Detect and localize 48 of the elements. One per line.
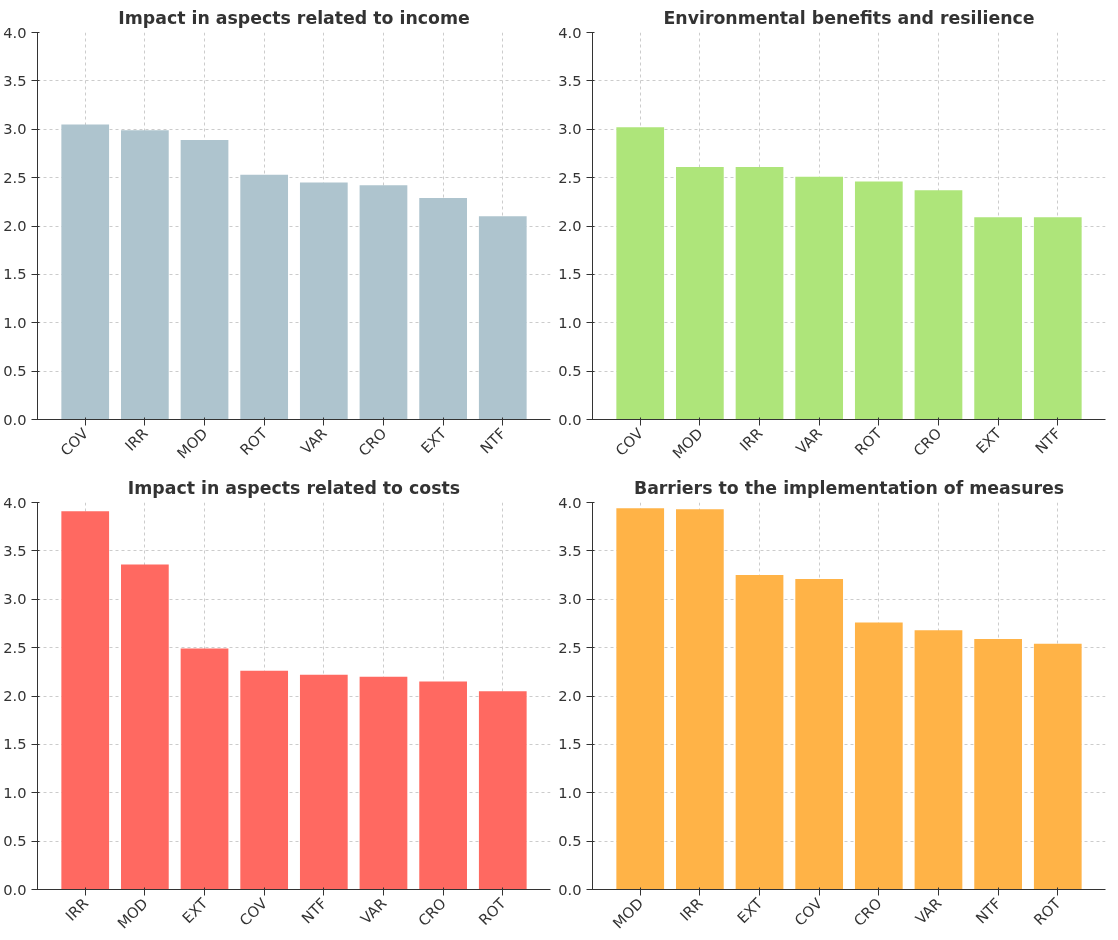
y-tick-label: 3.0 (3, 590, 27, 608)
y-tick-label: 1.5 (3, 265, 27, 283)
x-tick-label: IRR (676, 894, 706, 924)
y-tick-label: 3.5 (3, 541, 27, 559)
y-tick-label: 2.5 (558, 638, 582, 656)
y-tick-label: 4.0 (558, 493, 582, 511)
y-tick-label: 0.5 (3, 362, 27, 380)
y-tick-label: 2.0 (3, 217, 27, 234)
y-tick-label: 2.5 (3, 168, 27, 186)
chart-title: Impact in aspects related to income (118, 7, 470, 28)
y-tick-label: 1.5 (558, 265, 582, 283)
y-tick-label: 1.5 (558, 735, 582, 753)
y-tick-label: 1.0 (3, 313, 27, 331)
y-tick-label: 2.5 (3, 638, 27, 656)
chart-title: Environmental benefits and resilience (663, 7, 1035, 28)
y-tick-label: 1.0 (3, 783, 27, 801)
y-tick-label: 0.5 (558, 362, 582, 380)
y-tick-label: 0.0 (558, 880, 582, 898)
y-tick-label: 4.0 (558, 23, 582, 41)
y-tick-label: 3.5 (558, 541, 582, 559)
y-tick-label: 3.5 (558, 71, 582, 89)
x-tick-label: VAR (792, 424, 826, 458)
x-tick-label: IRR (121, 424, 151, 454)
chart-title: Barriers to the implementation of measures (633, 477, 1065, 498)
y-tick-label: 1.0 (558, 313, 582, 331)
x-tick-label: VAR (297, 424, 330, 458)
y-tick-label: 2.5 (558, 168, 582, 186)
y-tick-label: 4.0 (3, 493, 27, 511)
x-tick-label: VAR (356, 894, 390, 928)
y-tick-label: 0.0 (558, 410, 582, 428)
x-tick-label: IRR (61, 894, 92, 924)
y-tick-label: 3.0 (558, 120, 582, 138)
x-tick-label: VAR (911, 894, 945, 928)
chart-title: Impact in aspects related to costs (127, 477, 461, 498)
y-tick-label: 3.0 (3, 120, 27, 138)
y-tick-label: 3.0 (558, 590, 582, 608)
y-tick-label: 2.0 (558, 217, 582, 234)
y-tick-label: 1.5 (3, 735, 27, 753)
y-tick-label: 0.5 (558, 832, 582, 850)
y-tick-label: 1.0 (558, 783, 582, 801)
y-tick-label: 0.0 (3, 880, 27, 898)
y-tick-label: 2.0 (558, 687, 582, 704)
y-tick-label: 3.5 (3, 71, 27, 89)
x-tick-label: IRR (736, 424, 766, 454)
y-tick-label: 4.0 (3, 23, 27, 41)
y-tick-label: 0.5 (3, 832, 27, 850)
y-tick-label: 2.0 (3, 687, 27, 704)
y-tick-label: 0.0 (3, 410, 27, 428)
